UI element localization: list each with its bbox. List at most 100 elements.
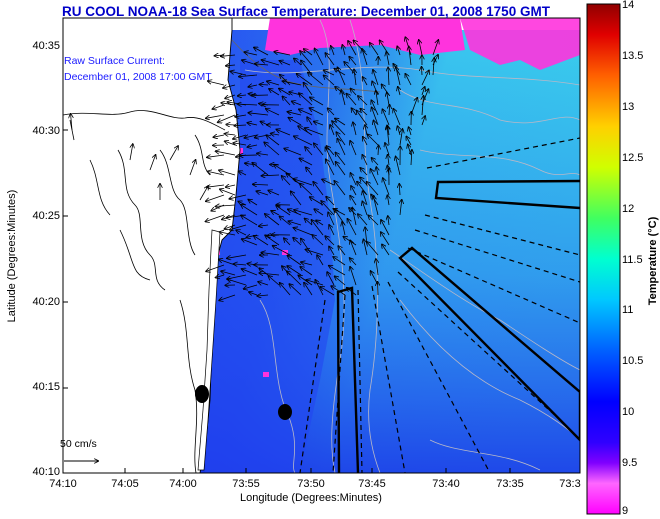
colorbar-tick-label: 13.5: [622, 50, 644, 62]
current-vector: [234, 264, 247, 265]
current-vector: [265, 235, 280, 246]
current-vector: [326, 148, 335, 166]
current-vector: [304, 49, 313, 56]
current-vector: [236, 230, 247, 236]
current-vector: [231, 71, 247, 76]
current-vector: [220, 232, 236, 236]
current-vector: [254, 236, 269, 246]
current-vector: [252, 163, 269, 176]
current-vector: [301, 262, 313, 265]
current-vector: [325, 53, 335, 66]
current-vector: [376, 167, 378, 176]
current-vector: [207, 155, 225, 157]
current-vector: [262, 175, 280, 176]
current-vector: [387, 195, 389, 206]
current-vector: [308, 73, 324, 86]
current-vector: [299, 109, 313, 116]
current-vector: [282, 176, 291, 186]
current-vector: [248, 145, 258, 147]
current-vector: [304, 83, 313, 96]
current-vector: [393, 109, 401, 126]
current-vector: [71, 114, 72, 131]
current-vector: [259, 273, 280, 275]
current-vector: [330, 125, 335, 136]
current-vector: [219, 294, 236, 300]
current-vector: [307, 117, 313, 126]
current-vector: [291, 191, 302, 206]
x-tick-label: 73:35: [496, 478, 524, 490]
current-vector: [248, 113, 269, 115]
colorbar-tick-label: 14: [622, 0, 635, 11]
current-vector: [254, 48, 269, 56]
current-vector: [293, 179, 313, 186]
current-vector: [419, 40, 423, 56]
colorbar-tick-label: 11: [622, 304, 634, 316]
current-vector: [382, 245, 390, 256]
current-vector: [280, 61, 291, 66]
current-vector: [262, 253, 280, 256]
current-vector: [284, 149, 302, 156]
current-vector: [234, 125, 247, 126]
current-vector: [287, 266, 302, 276]
current-vector: [387, 93, 389, 106]
current-vector: [269, 276, 280, 286]
current-vector: [206, 114, 225, 118]
current-vector: [352, 208, 357, 226]
inset-label-current: Raw Surface Current:: [64, 55, 165, 67]
current-vector: [214, 135, 225, 137]
current-vector: [225, 94, 236, 98]
current-vector: [216, 275, 225, 278]
current-vector: [422, 116, 425, 126]
current-vector: [337, 139, 346, 156]
current-vector: [284, 238, 291, 246]
current-vector: [358, 96, 368, 106]
current-vector: [276, 206, 291, 216]
current-vector: [233, 143, 247, 145]
current-vector: [313, 182, 324, 196]
current-vector: [336, 153, 346, 166]
current-vector: [358, 214, 368, 226]
x-tick-label: 73:3: [559, 478, 581, 490]
current-vector: [312, 235, 324, 246]
current-vector: [316, 220, 324, 226]
current-vector: [347, 94, 357, 106]
current-vector: [300, 267, 313, 276]
current-vector: [363, 191, 368, 206]
current-vector: [289, 221, 302, 226]
current-vector: [385, 143, 390, 156]
current-vector: [293, 238, 302, 246]
current-vector: [411, 150, 412, 166]
current-vector: [315, 49, 324, 66]
colorbar-tick-label: 9: [622, 505, 629, 517]
current-vector: [206, 194, 225, 201]
current-vector: [373, 196, 379, 216]
current-vector: [253, 184, 269, 185]
x-tick-label: 73:45: [358, 478, 386, 490]
current-vector: [329, 225, 335, 236]
current-vector: [289, 118, 302, 126]
current-vector: [350, 141, 357, 156]
current-vector: [216, 205, 236, 206]
current-vector: [351, 89, 357, 96]
current-vector: [189, 160, 196, 176]
current-vector: [371, 169, 379, 186]
current-vector: [242, 239, 258, 246]
current-vector: [310, 108, 324, 116]
current-vector: [400, 200, 402, 216]
current-vector: [221, 271, 236, 276]
current-vector: [300, 51, 313, 66]
current-vector: [342, 222, 345, 236]
current-vector: [422, 87, 425, 96]
current-vector: [383, 109, 390, 126]
current-vector: [238, 95, 247, 96]
current-vector: [218, 114, 236, 122]
current-vector: [219, 259, 236, 266]
current-vector: [288, 256, 302, 266]
current-vector: [283, 97, 291, 106]
axis-ticks: [62, 17, 511, 474]
current-vector: [221, 55, 236, 56]
current-vector: [352, 108, 357, 116]
current-vector: [336, 162, 346, 176]
current-vector: [226, 65, 236, 66]
current-vector: [265, 214, 280, 226]
